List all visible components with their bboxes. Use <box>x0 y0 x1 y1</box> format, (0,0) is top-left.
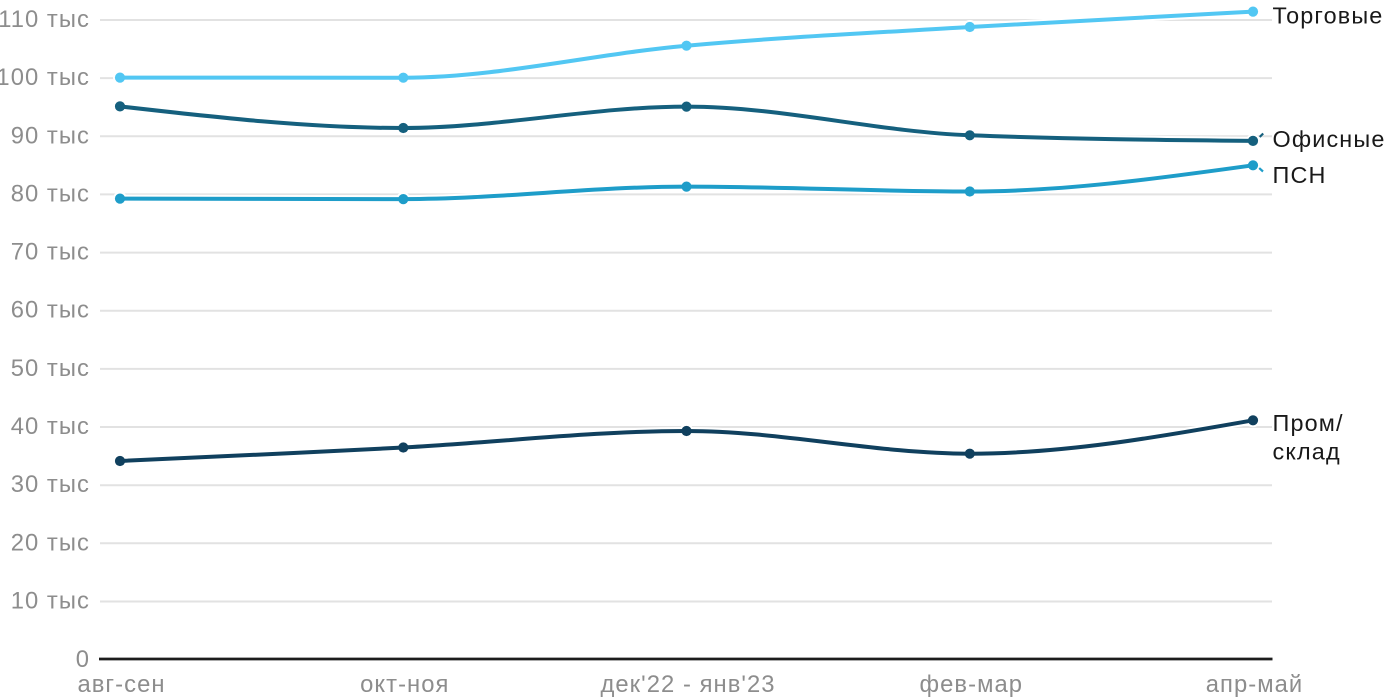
svg-text:70 тыс: 70 тыс <box>11 239 90 266</box>
svg-text:окт-ноя: окт-ноя <box>360 671 449 698</box>
svg-text:ПСН: ПСН <box>1273 162 1327 188</box>
svg-text:Офисные: Офисные <box>1273 126 1386 152</box>
svg-text:100 тыс: 100 тыс <box>0 64 90 91</box>
svg-text:110 тыс: 110 тыс <box>0 6 90 33</box>
svg-text:0: 0 <box>76 646 90 673</box>
svg-text:20 тыс: 20 тыс <box>11 529 90 556</box>
svg-text:апр-май: апр-май <box>1206 671 1304 698</box>
svg-text:10 тыс: 10 тыс <box>11 588 90 615</box>
svg-text:склад: склад <box>1273 438 1341 464</box>
svg-text:Торговые: Торговые <box>1273 2 1384 28</box>
svg-text:50 тыс: 50 тыс <box>11 355 90 382</box>
svg-text:авг-сен: авг-сен <box>77 671 165 698</box>
svg-text:30 тыс: 30 тыс <box>11 471 90 498</box>
svg-text:80 тыс: 80 тыс <box>11 180 90 207</box>
svg-text:Пром/: Пром/ <box>1273 410 1344 436</box>
svg-text:40 тыс: 40 тыс <box>11 413 90 440</box>
svg-text:фев-мар: фев-мар <box>920 671 1024 698</box>
svg-text:90 тыс: 90 тыс <box>11 122 90 149</box>
svg-text:дек'22 - янв'23: дек'22 - янв'23 <box>600 671 775 698</box>
svg-text:60 тыс: 60 тыс <box>11 297 90 324</box>
